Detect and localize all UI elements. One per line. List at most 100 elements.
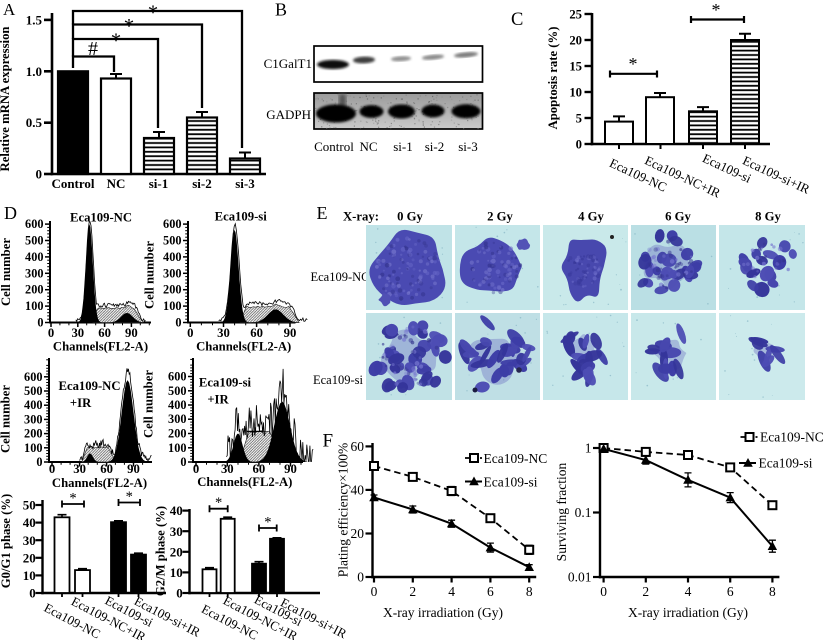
svg-text:0 Gy: 0 Gy <box>397 210 423 224</box>
svg-text:X-ray:: X-ray: <box>343 210 379 224</box>
svg-text:0: 0 <box>357 570 364 585</box>
svg-text:*: * <box>124 14 135 38</box>
svg-text:60: 60 <box>100 462 113 476</box>
svg-text:NC: NC <box>107 176 126 191</box>
svg-text:300: 300 <box>25 266 43 280</box>
svg-text:Control: Control <box>51 176 94 191</box>
svg-text:*: * <box>148 1 159 25</box>
svg-text:90: 90 <box>127 462 140 476</box>
svg-text:D: D <box>4 203 17 223</box>
svg-text:#: # <box>88 38 98 60</box>
svg-text:100: 100 <box>25 299 43 313</box>
svg-text:600: 600 <box>168 370 186 384</box>
svg-text:GADPH: GADPH <box>266 107 311 122</box>
svg-text:20: 20 <box>569 34 582 48</box>
svg-text:Channels(FL2-A): Channels(FL2-A) <box>53 340 148 354</box>
svg-text:Eca109-NC: Eca109-NC <box>484 451 548 466</box>
svg-text:Eca109-si: Eca109-si <box>313 373 364 387</box>
svg-text:Eca109-si: Eca109-si <box>199 376 252 390</box>
svg-text:100: 100 <box>24 441 42 455</box>
svg-text:40: 40 <box>351 483 365 498</box>
svg-text:Eca109-si: Eca109-si <box>759 456 813 471</box>
svg-text:Surviving fraction: Surviving fraction <box>554 462 569 561</box>
svg-text:20: 20 <box>23 550 36 565</box>
svg-text:0: 0 <box>37 316 43 330</box>
svg-text:90: 90 <box>125 326 138 340</box>
svg-text:F: F <box>323 431 334 452</box>
svg-text:si-1: si-1 <box>393 139 413 154</box>
svg-text:*: * <box>111 29 122 53</box>
svg-text:60: 60 <box>351 439 365 454</box>
svg-text:Cell number: Cell number <box>142 370 156 438</box>
svg-text:30: 30 <box>23 533 36 548</box>
svg-text:0: 0 <box>36 167 43 182</box>
svg-text:*: * <box>126 489 133 505</box>
svg-text:C: C <box>511 10 523 30</box>
svg-text:Control: Control <box>314 139 354 154</box>
svg-text:20: 20 <box>351 526 365 541</box>
svg-text:10: 10 <box>170 565 183 580</box>
svg-text:1.5: 1.5 <box>26 12 43 27</box>
svg-text:8 Gy: 8 Gy <box>755 210 781 224</box>
svg-text:30: 30 <box>221 462 234 476</box>
svg-text:Apoptosis rate (%): Apoptosis rate (%) <box>546 27 560 130</box>
svg-text:400: 400 <box>25 250 43 264</box>
svg-text:Relative mRNA expression: Relative mRNA expression <box>0 27 12 172</box>
svg-text:0: 0 <box>175 316 181 330</box>
svg-text:B: B <box>275 0 287 20</box>
svg-text:NC: NC <box>359 139 377 154</box>
svg-text:1: 1 <box>585 441 592 456</box>
svg-text:2 Gy: 2 Gy <box>487 210 513 224</box>
svg-text:90: 90 <box>284 462 297 476</box>
svg-text:4: 4 <box>685 584 692 599</box>
svg-text:G0/G1 phase (%): G0/G1 phase (%) <box>0 494 13 588</box>
svg-text:500: 500 <box>24 384 42 398</box>
svg-text:600: 600 <box>25 217 43 231</box>
svg-text:*: * <box>629 54 638 74</box>
svg-text:200: 200 <box>163 283 181 297</box>
svg-text:400: 400 <box>24 398 42 412</box>
svg-text:0: 0 <box>193 462 199 476</box>
svg-text:0: 0 <box>187 326 193 340</box>
svg-text:Eca109-NC: Eca109-NC <box>311 270 370 284</box>
svg-text:100: 100 <box>163 299 181 313</box>
svg-text:Channels(FL2-A): Channels(FL2-A) <box>52 476 147 490</box>
svg-text:2: 2 <box>409 584 416 599</box>
svg-text:Channels(FL2-A): Channels(FL2-A) <box>196 340 291 354</box>
svg-text:0: 0 <box>29 586 36 601</box>
svg-text:0.5: 0.5 <box>26 115 43 130</box>
svg-text:60: 60 <box>250 326 263 340</box>
svg-text:Eca109-si: Eca109-si <box>484 475 538 490</box>
svg-text:A: A <box>3 0 16 19</box>
svg-text:si-2: si-2 <box>192 176 212 191</box>
svg-text:10: 10 <box>569 86 582 100</box>
svg-text:90: 90 <box>284 326 297 340</box>
svg-text:0: 0 <box>36 455 42 469</box>
svg-text:500: 500 <box>168 384 186 398</box>
svg-text:6: 6 <box>727 584 734 599</box>
svg-text:si-3: si-3 <box>458 139 478 154</box>
svg-text:5: 5 <box>576 112 582 126</box>
svg-text:0: 0 <box>600 584 607 599</box>
svg-text:Plating efficiency×100%: Plating efficiency×100% <box>336 443 351 577</box>
svg-text:1.0: 1.0 <box>26 64 42 79</box>
svg-text:6 Gy: 6 Gy <box>665 210 691 224</box>
svg-text:30: 30 <box>217 326 230 340</box>
svg-text:30: 30 <box>71 326 84 340</box>
svg-text:6: 6 <box>487 584 494 599</box>
svg-text:8: 8 <box>526 584 533 599</box>
svg-text:*: * <box>215 495 222 511</box>
svg-text:300: 300 <box>163 266 181 280</box>
svg-text:0: 0 <box>371 584 378 599</box>
svg-text:400: 400 <box>168 398 186 412</box>
svg-text:Cell number: Cell number <box>143 241 157 309</box>
svg-text:0: 0 <box>176 586 183 601</box>
svg-text:X-ray irradiation (Gy): X-ray irradiation (Gy) <box>628 605 748 620</box>
svg-text:4: 4 <box>448 584 455 599</box>
svg-text:Cell number: Cell number <box>0 385 13 453</box>
svg-text:600: 600 <box>163 217 181 231</box>
svg-text:Channels(FL2-A): Channels(FL2-A) <box>197 475 292 489</box>
svg-text:200: 200 <box>25 283 43 297</box>
svg-text:10: 10 <box>23 568 36 583</box>
svg-text:0.01: 0.01 <box>568 570 592 585</box>
